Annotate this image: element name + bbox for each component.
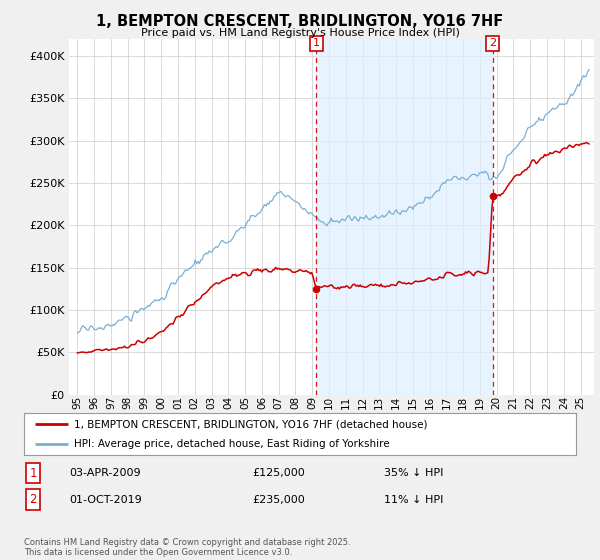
Text: 03-APR-2009: 03-APR-2009 [69, 468, 140, 478]
Text: £235,000: £235,000 [252, 494, 305, 505]
Text: Price paid vs. HM Land Registry's House Price Index (HPI): Price paid vs. HM Land Registry's House … [140, 28, 460, 38]
Text: 2: 2 [489, 39, 496, 48]
Text: 11% ↓ HPI: 11% ↓ HPI [384, 494, 443, 505]
Text: 35% ↓ HPI: 35% ↓ HPI [384, 468, 443, 478]
Text: 01-OCT-2019: 01-OCT-2019 [69, 494, 142, 505]
Text: 1: 1 [313, 39, 320, 48]
Text: Contains HM Land Registry data © Crown copyright and database right 2025.
This d: Contains HM Land Registry data © Crown c… [24, 538, 350, 557]
Text: £125,000: £125,000 [252, 468, 305, 478]
Text: 1, BEMPTON CRESCENT, BRIDLINGTON, YO16 7HF: 1, BEMPTON CRESCENT, BRIDLINGTON, YO16 7… [97, 14, 503, 29]
Text: 1: 1 [29, 466, 37, 480]
Text: 1, BEMPTON CRESCENT, BRIDLINGTON, YO16 7HF (detached house): 1, BEMPTON CRESCENT, BRIDLINGTON, YO16 7… [74, 419, 427, 430]
Text: 2: 2 [29, 493, 37, 506]
Bar [316, 39, 493, 395]
Text: HPI: Average price, detached house, East Riding of Yorkshire: HPI: Average price, detached house, East… [74, 439, 389, 449]
